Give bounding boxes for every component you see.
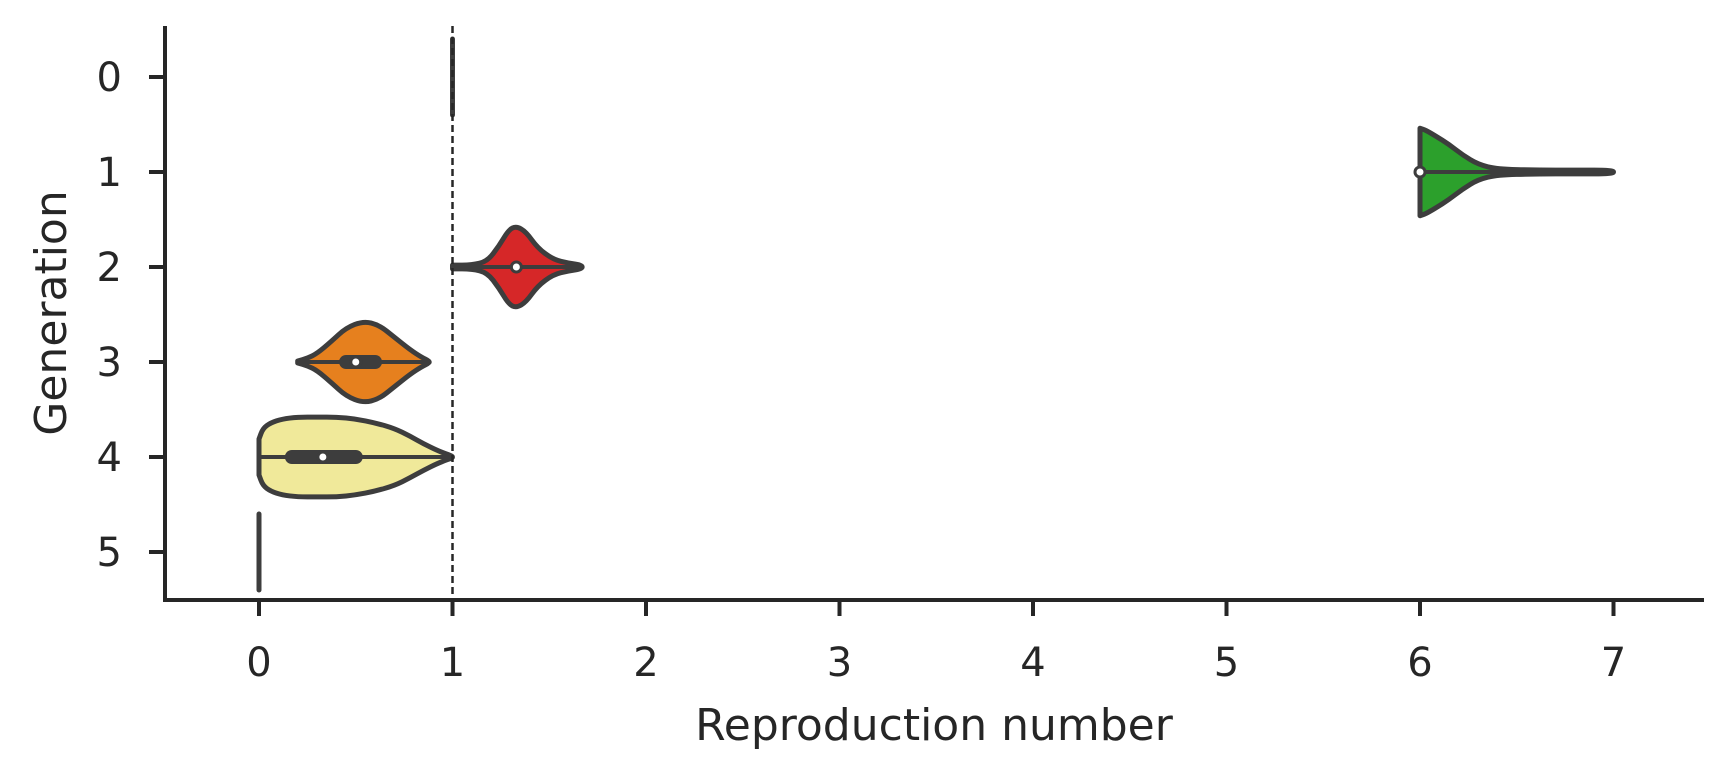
violin-generation-2 (450, 224, 585, 310)
y-tick-label-3: 3 (97, 340, 122, 386)
x-tick-label-1: 1 (440, 640, 465, 686)
violin-generation-4 (256, 414, 455, 500)
violin-median-generation-1 (1413, 165, 1427, 179)
y-tick-label-4: 4 (97, 435, 122, 481)
x-axis-ticks: 0 1 2 3 4 5 6 7 (246, 600, 1626, 686)
y-tick-label-5: 5 (97, 530, 122, 576)
x-tick-label-4: 4 (1020, 640, 1045, 686)
x-tick-label-3: 3 (827, 640, 852, 686)
y-tick-label-0: 0 (97, 55, 122, 101)
violin-median-generation-3 (349, 355, 363, 369)
x-axis-label: Reproduction number (695, 700, 1174, 751)
y-axis-ticks: 0 1 2 3 4 5 (97, 55, 165, 576)
y-tick-label-2: 2 (97, 245, 122, 291)
y-axis-label: Generation (26, 190, 77, 435)
violin-median-generation-2 (509, 260, 523, 274)
violin-generation-3 (295, 319, 432, 405)
x-tick-label-5: 5 (1214, 640, 1239, 686)
violin-generation-1 (1413, 125, 1616, 219)
x-tick-label-0: 0 (246, 640, 271, 686)
x-tick-label-6: 6 (1407, 640, 1432, 686)
violins-layer (256, 36, 1616, 593)
violin-median-generation-4 (316, 450, 330, 464)
x-tick-label-2: 2 (633, 640, 658, 686)
y-tick-label-1: 1 (97, 150, 122, 196)
x-tick-label-7: 7 (1601, 640, 1626, 686)
